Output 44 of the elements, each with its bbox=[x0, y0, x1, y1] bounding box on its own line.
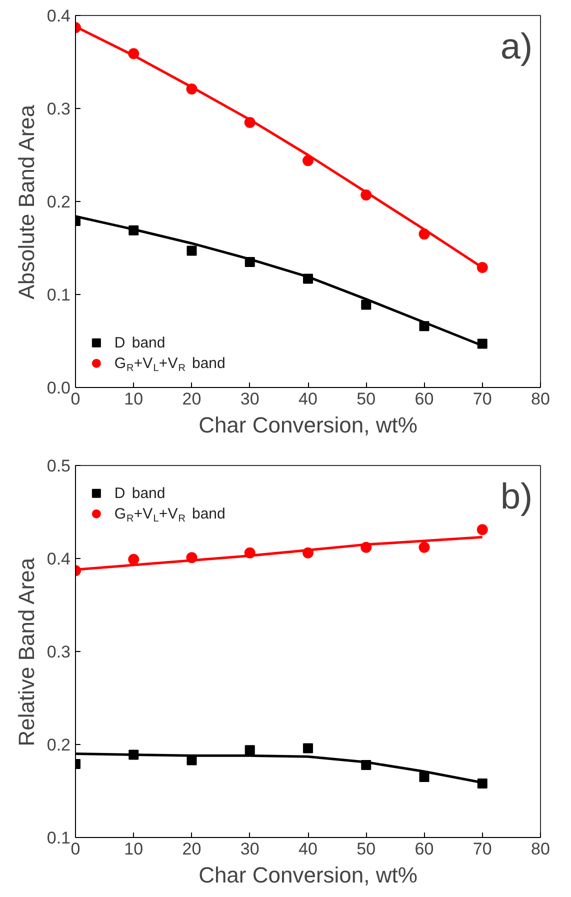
x-tick-label: 0 bbox=[70, 390, 80, 408]
x-tick-label: 40 bbox=[298, 390, 318, 408]
y-tick-label: 0.0 bbox=[46, 378, 71, 398]
y-axis-title: Relative Band Area bbox=[14, 557, 39, 746]
x-tick-label: 60 bbox=[414, 390, 434, 408]
x-tick-label: 50 bbox=[356, 840, 376, 858]
x-tick-label: 70 bbox=[472, 390, 492, 408]
x-tick-label: 0 bbox=[70, 840, 80, 858]
x-tick-label: 50 bbox=[356, 390, 376, 408]
y-tick-label: 0.4 bbox=[46, 550, 71, 568]
legend-label: D band bbox=[114, 334, 166, 352]
point bbox=[419, 772, 430, 782]
y-axis-title: Absolute Band Area bbox=[14, 104, 39, 300]
x-tick-label: 30 bbox=[240, 840, 260, 858]
x-tick-label: 40 bbox=[298, 840, 318, 858]
annotation: b) bbox=[500, 476, 533, 516]
point bbox=[128, 554, 140, 565]
point bbox=[361, 300, 372, 310]
y-tick-label: 0.3 bbox=[46, 642, 71, 662]
y-tick-label: 0.2 bbox=[46, 736, 71, 754]
point bbox=[418, 542, 430, 553]
y-tick-label: 0.1 bbox=[46, 828, 71, 848]
x-axis-title: Char Conversion, wt% bbox=[198, 862, 418, 888]
y-tick-label: 0.5 bbox=[46, 456, 71, 476]
x-axis-title: Char Conversion, wt% bbox=[198, 412, 418, 438]
y-tick-label: 0.4 bbox=[46, 6, 71, 26]
y-tick-label: 0.2 bbox=[46, 192, 71, 212]
x-tick-label: 10 bbox=[124, 390, 144, 408]
x-tick-label: 20 bbox=[182, 390, 202, 408]
y-tick-label: 0.3 bbox=[46, 100, 71, 118]
x-tick-label: 70 bbox=[472, 840, 492, 858]
legend-label: D band bbox=[114, 484, 166, 502]
x-tick-label: 30 bbox=[240, 390, 260, 408]
point bbox=[186, 246, 197, 256]
point bbox=[303, 743, 313, 754]
annotation: a) bbox=[500, 26, 533, 66]
y-tick-label: 0.1 bbox=[46, 286, 71, 304]
x-tick-label: 20 bbox=[182, 840, 202, 858]
x-tick-label: 60 bbox=[414, 840, 434, 858]
x-tick-label: 80 bbox=[531, 840, 550, 858]
point bbox=[476, 524, 488, 536]
point bbox=[244, 745, 255, 756]
x-tick-label: 10 bbox=[124, 840, 144, 858]
x-tick-label: 80 bbox=[531, 390, 550, 408]
